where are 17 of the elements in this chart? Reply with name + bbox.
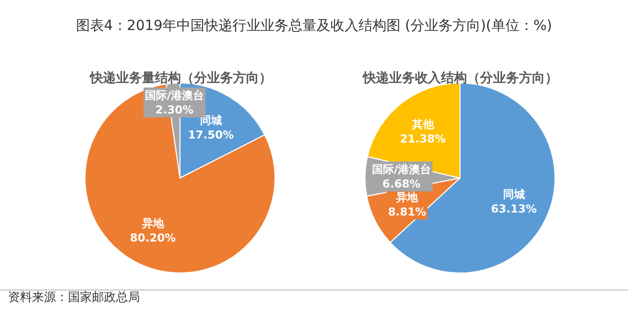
text: 图表4：2019年中国快递行业业务总量及收入结构图 (分业务方向)(单位：%) [76, 18, 552, 34]
chart-subtitle: 快递业务收入结构（分业务方向） [362, 70, 558, 86]
slice-label: 异地 [395, 191, 420, 204]
data-label: 6.68% [382, 177, 421, 190]
data-label: 17.50% [188, 128, 234, 142]
text: 资料来源：国家邮政总局 [8, 290, 140, 304]
slice-label: 国际/港澳台 [372, 163, 432, 176]
data-label: 63.13% [491, 202, 537, 216]
data-label: 8.81% [388, 205, 426, 218]
data-label: 80.20% [130, 231, 176, 244]
slice-label: 国际/港澳台 [145, 89, 204, 102]
slice-label: 其他 [410, 118, 435, 131]
data-label: 21.38% [400, 132, 446, 146]
pie-slice [84, 83, 276, 274]
chart-subtitle: 快递业务量结构（分业务方向） [89, 70, 272, 86]
slice-label: 异地 [140, 217, 165, 230]
slice-label: 同城 [502, 188, 525, 201]
